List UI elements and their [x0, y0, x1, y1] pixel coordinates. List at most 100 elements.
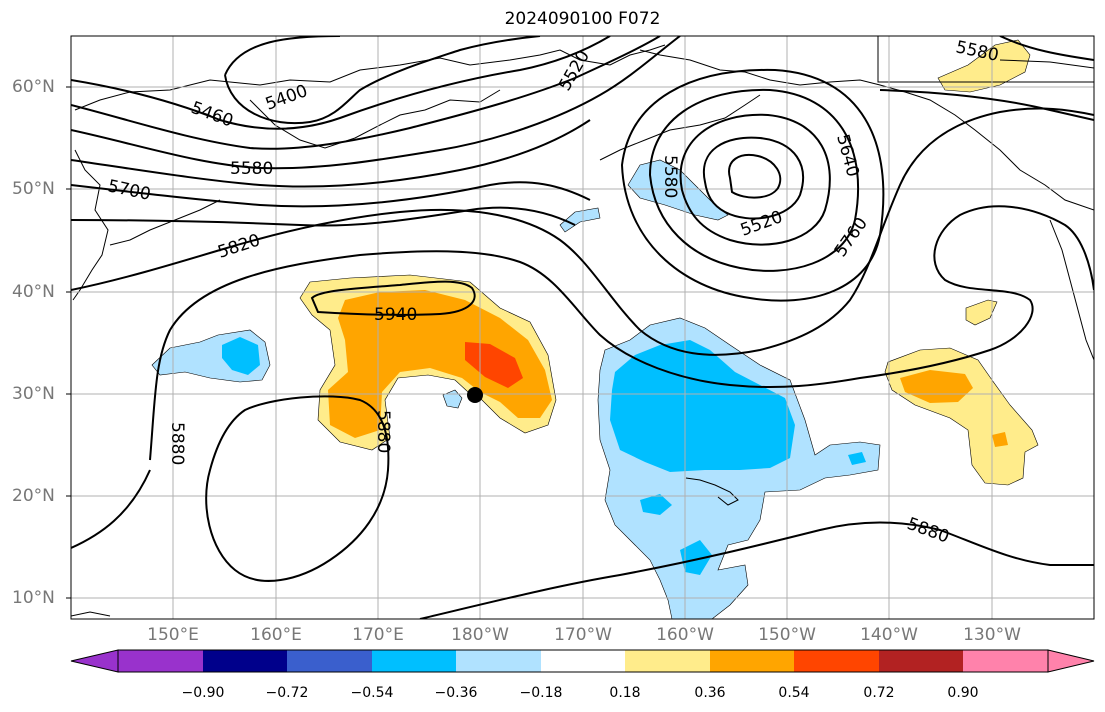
lat-label: 60°N: [12, 77, 55, 97]
lat-label: 40°N: [12, 282, 55, 302]
contour-label: 5820: [215, 230, 262, 262]
contour-label: 5640: [832, 132, 863, 179]
coast-lake: [999, 59, 1094, 69]
negative-anomaly-mid-south2: [680, 540, 712, 575]
colorbar-swatch: [963, 650, 1048, 672]
coast-bottom-left: [71, 611, 111, 617]
contour-5820: [71, 107, 1094, 356]
contour-5580-west: [71, 36, 681, 170]
colorbar-tick-label: 0.90: [947, 685, 979, 701]
contour-label: 5400: [263, 81, 310, 115]
colorbar-tick-label: 0.72: [863, 685, 895, 701]
colorbar-extend-high: [1047, 649, 1095, 673]
colorbar-swatch: [372, 650, 456, 672]
lat-label: 10°N: [12, 588, 55, 608]
lat-label: 30°N: [12, 384, 55, 404]
contour-label: 5880: [904, 514, 951, 548]
contour-label: 5880: [167, 422, 187, 465]
colorbar-swatch: [541, 650, 625, 672]
lon-label: 160°E: [250, 625, 302, 645]
negative-anomaly-mid-west: [222, 337, 260, 375]
lon-label: 170°E: [352, 625, 404, 645]
coast-japan: [72, 149, 109, 301]
contour-low-ring-5: [620, 68, 885, 302]
contour-low-ring-4: [648, 88, 860, 272]
axis-ticks: [66, 86, 71, 599]
lon-label: 170°W: [554, 625, 612, 645]
positive-anomaly-light-east: [884, 347, 1039, 486]
colorbar-tick-label: −0.90: [181, 685, 225, 701]
contour-low-ring-1: [728, 154, 782, 199]
contour-label: 5880: [373, 410, 393, 453]
contour-5700: [71, 181, 591, 208]
coast-kuril: [109, 199, 221, 246]
coast-westcoast: [1049, 219, 1094, 361]
anomaly-shading: [151, 39, 1039, 619]
contour-label: 5700: [106, 176, 152, 205]
colorbar-tick-label: −0.54: [350, 685, 394, 701]
positive-anomaly-light-gulf: [937, 39, 1031, 93]
colorbar-swatch: [625, 650, 710, 672]
contour-5760-west: [71, 206, 576, 227]
storm-center-marker: [467, 387, 483, 403]
contour-5880-loop: [205, 395, 390, 582]
lon-label: 160°W: [656, 625, 714, 645]
colorbar-tick-label: −0.18: [519, 685, 563, 701]
colorbar-swatch: [879, 650, 963, 672]
lat-label: 50°N: [12, 179, 55, 199]
contour-low-ring-3: [679, 113, 831, 246]
contour-5640-west: [71, 119, 591, 188]
map-title: 2024090100 F072: [504, 9, 661, 29]
positive-anomaly-mid-east: [900, 370, 973, 403]
colorbar-swatch: [794, 650, 879, 672]
contour-5940: [310, 280, 476, 316]
contour-5460: [71, 36, 611, 130]
negative-anomaly-mid-south: [640, 494, 672, 515]
lon-label: 180°W: [451, 625, 509, 645]
colorbar-swatch: [118, 650, 203, 672]
height-contours: [71, 36, 1094, 619]
contour-low-ring-2: [702, 136, 805, 220]
gridlines: [71, 36, 1094, 619]
coast-alaska: [639, 49, 1094, 211]
coast-kamchatka: [249, 89, 501, 149]
lat-label: 20°N: [12, 486, 55, 506]
negative-anomaly-light-kuril: [559, 207, 601, 233]
lon-label: 140°W: [860, 625, 918, 645]
contour-label: 5580: [660, 155, 680, 198]
map-frame: [70, 35, 1095, 620]
lon-label: 150°W: [758, 625, 816, 645]
contour-5880-south: [419, 521, 1094, 619]
coast-hawaii: [685, 477, 739, 506]
lon-label: 150°E: [147, 625, 199, 645]
contour-label: 5760: [831, 214, 872, 261]
contour-label: 5580: [954, 37, 1000, 66]
colorbar-tick-label: −0.72: [265, 685, 309, 701]
contour-label: 5940: [374, 305, 417, 325]
positive-anomaly-mid-central: [328, 290, 552, 438]
contour-label: 5460: [188, 98, 235, 132]
colorbar-swatch: [710, 650, 794, 672]
colorbar-swatch: [456, 650, 541, 672]
colorbar: [70, 649, 1095, 673]
positive-anomaly-mid-east-dot: [992, 432, 1008, 447]
positive-anomaly-light-islet: [965, 299, 998, 326]
contour-5520-north: [71, 36, 661, 150]
negative-anomaly-mid-islet: [848, 452, 866, 465]
colorbar-tick-label: −0.36: [434, 685, 478, 701]
contour-label: 5520: [738, 207, 785, 241]
contour-5880-west: [71, 205, 1094, 549]
colorbar-extend-low: [70, 649, 119, 673]
negative-anomaly-light-tiny: [442, 389, 463, 409]
colorbar-frame: [117, 649, 1049, 673]
contour-label: 5580: [230, 159, 273, 179]
colorbar-swatch: [203, 650, 287, 672]
colorbar-swatch: [287, 650, 372, 672]
negative-anomaly-mid-pacific: [610, 340, 795, 472]
colorbar-tick-label: 0.54: [778, 685, 810, 701]
colorbar-tick-label: 0.36: [694, 685, 726, 701]
coast-canada-box: [877, 36, 1094, 83]
lon-label: 130°W: [963, 625, 1021, 645]
contour-east-long: [879, 36, 1094, 121]
